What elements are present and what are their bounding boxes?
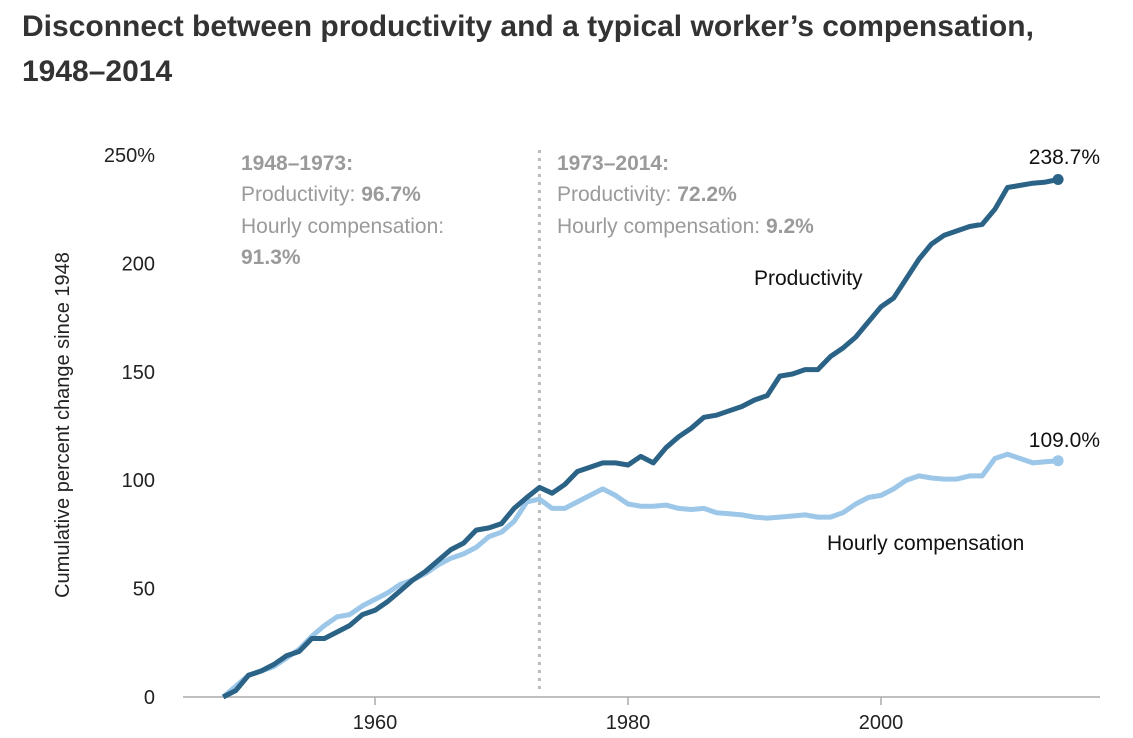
chart-title: Disconnect between productivity and a ty… — [22, 10, 1034, 88]
y-axis-label: Cumulative percent change since 1948 — [52, 252, 74, 598]
series-line-productivity — [222, 177, 1059, 700]
annotation-heading: 1948–1973: — [241, 152, 353, 175]
annotation-heading: 1973–2014: — [557, 152, 669, 175]
y-tick-label: 200 — [122, 253, 155, 275]
annotation-1973-2014: 1973–2014: Productivity: 72.2% Hourly co… — [557, 152, 814, 238]
series-label-productivity: Productivity — [754, 267, 863, 290]
annotation-1948-1973: 1948–1973: Productivity: 96.7% Hourly co… — [241, 152, 444, 269]
annotation-productivity: Productivity: 96.7% — [241, 183, 421, 206]
x-tick-label: 2000 — [859, 712, 904, 734]
series-line-compensation — [221, 451, 1059, 699]
y-tick-label: 100 — [122, 470, 155, 492]
annotation-productivity: Productivity: 72.2% — [557, 183, 737, 206]
series-label-compensation: Hourly compensation — [827, 532, 1024, 555]
y-tick-label: 50 — [133, 579, 155, 601]
end-point-compensation — [1052, 455, 1064, 467]
end-point-productivity — [1052, 173, 1064, 185]
end-label-productivity: 238.7% — [1029, 146, 1100, 169]
y-tick-label: 0 — [144, 687, 155, 709]
annotation-compensation: Hourly compensation: 9.2% — [557, 215, 814, 238]
x-tick-label: 1980 — [606, 712, 651, 734]
y-tick-label: 250% — [104, 145, 155, 167]
end-label-compensation: 109.0% — [1029, 429, 1100, 452]
x-tick-label: 1960 — [353, 712, 398, 734]
y-tick-label: 150 — [122, 362, 155, 384]
annotation-compensation-value: 91.3% — [241, 246, 301, 269]
annotation-compensation-label: Hourly compensation: — [241, 215, 444, 238]
